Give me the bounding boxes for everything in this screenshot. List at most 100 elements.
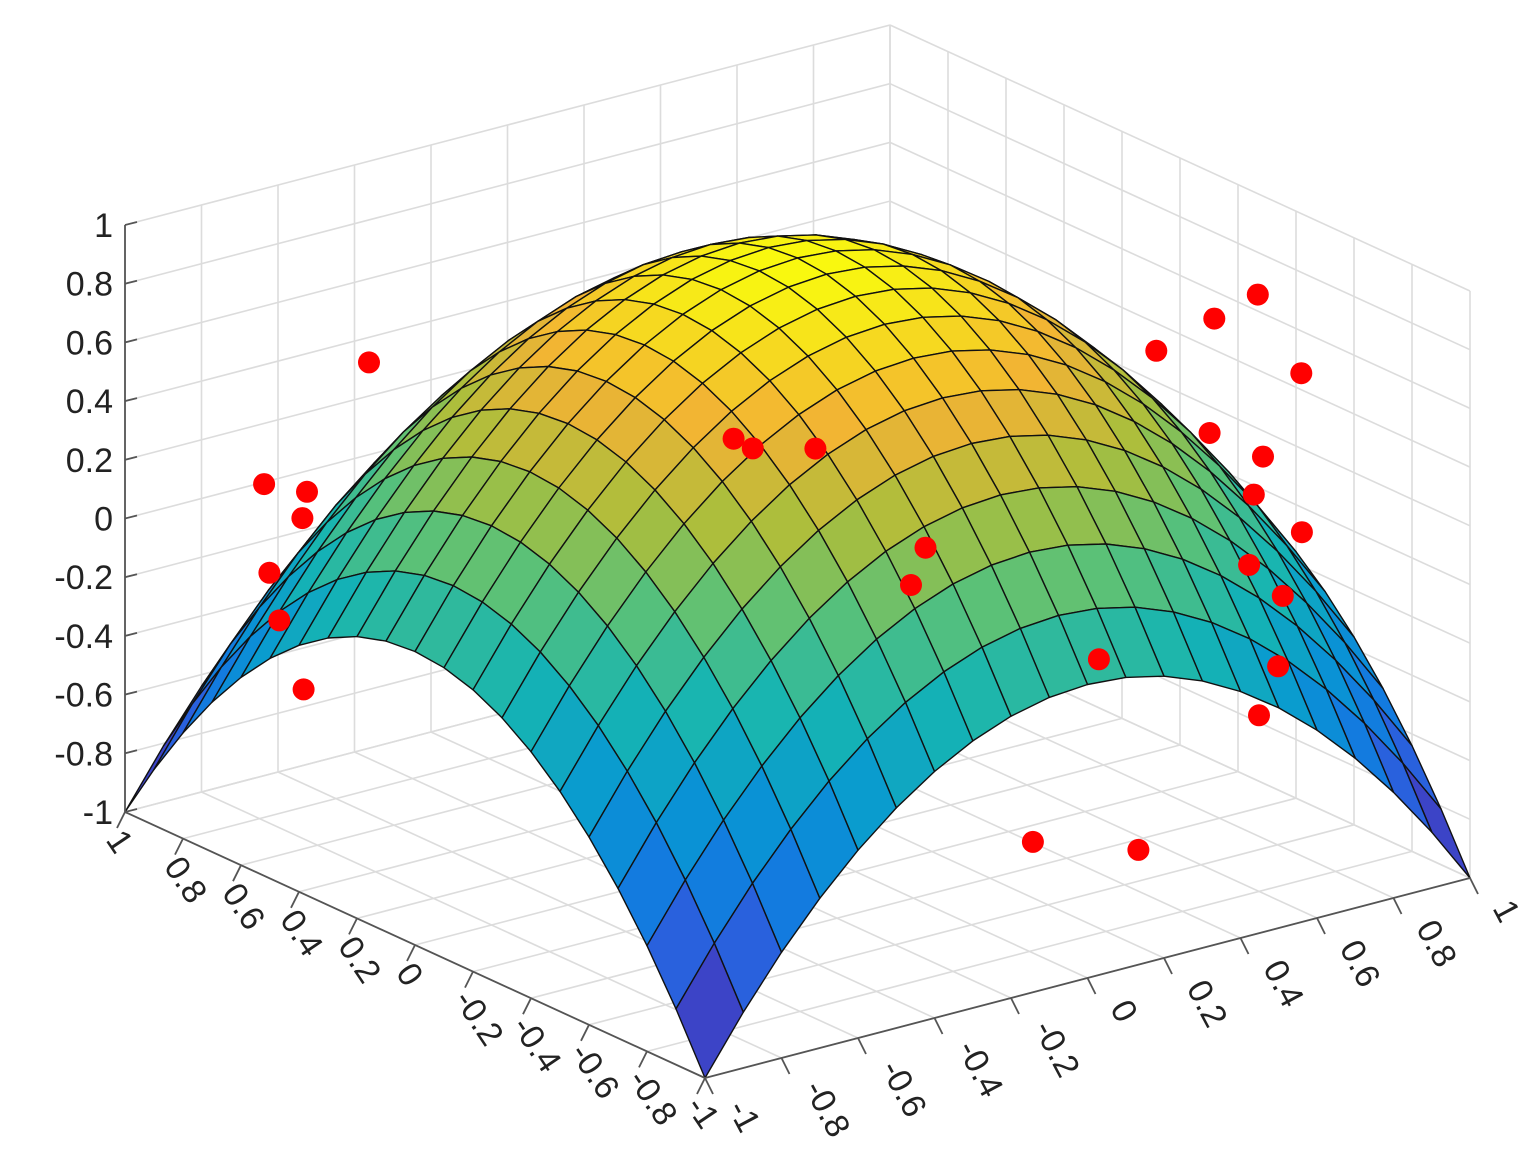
z-axis-tick [124,749,138,755]
x-axis-tick [933,1017,944,1035]
z-axis-tick [124,573,138,579]
y-axis-tick [116,811,126,829]
z-tick-label: -0.4 [54,618,113,656]
y-tick-label: 0.8 [156,850,214,910]
surface-patch [153,666,223,771]
wall-grid-line [889,200,1471,468]
z-axis-tick [124,690,138,696]
y-tick-label: -0.4 [504,1009,568,1079]
y-axis-tick [174,838,184,856]
z-axis-tick [124,338,138,344]
scatter-point [1271,584,1294,607]
y-axis-tick [696,1077,706,1095]
z-axis-tick [124,221,138,226]
y-tick-label: -1 [678,1089,726,1135]
z-tick-label: 0 [94,501,113,539]
x-tick-label: -0.2 [1026,1014,1087,1084]
z-tick-label: -0.2 [54,559,113,597]
z-tick-label: 0.4 [66,383,113,421]
scatter-point [741,437,764,460]
z-axis-tick [124,632,138,637]
z-axis-tick [124,808,138,813]
scatter-point [1198,422,1221,444]
y-tick-label: -0.2 [446,983,510,1053]
surface-patch [675,942,744,1079]
x-axis-tick [1086,977,1097,995]
z-axis-tick [124,397,138,402]
scatter-point [258,561,281,584]
wall-grid-line [889,82,1471,351]
scatter-point [268,609,291,632]
x-tick-label: 0.4 [1255,954,1311,1014]
wall-grid-line [124,82,891,285]
y-tick-label: -0.8 [620,1063,684,1133]
z-axis-tick [124,455,138,461]
x-axis-tick [1239,937,1250,955]
scatter-point [900,574,922,596]
scatter-point [914,536,937,559]
surface-patch [182,635,252,734]
x-tick-label: 1 [1485,894,1527,929]
x-axis-tick [1392,897,1403,915]
scatter-point [1238,553,1261,576]
y-tick-label: 0 [388,956,430,993]
scatter-point [1203,307,1226,330]
z-tick-label: 1 [94,207,113,245]
x-tick-label: -1 [720,1094,768,1139]
x-axis-tick [1010,997,1020,1015]
scatter-point [1252,445,1274,468]
surface-patch [1402,762,1471,879]
scatter-point [1246,283,1269,306]
x-tick-label: 0.2 [1179,974,1235,1034]
scatter-layer [253,283,1313,861]
z-tick-label: -1 [83,794,113,832]
x-axis-tick [1163,957,1173,975]
y-axis-tick [522,997,532,1015]
scatter-point [1248,704,1270,727]
z-tick-label: 0.2 [66,442,113,480]
y-axis-tick [638,1050,648,1068]
scatter-point [253,473,276,496]
y-tick-label: -0.6 [562,1036,626,1106]
y-axis-tick [290,891,300,909]
y-tick-label: 0.6 [214,876,272,936]
z-tick-label: 0.8 [66,266,113,304]
x-axis-tick [780,1057,791,1075]
wall-grid-line [124,24,891,226]
scatter-point [1145,339,1168,362]
y-axis-tick [348,917,358,935]
scatter-point [1242,483,1265,506]
x-axis-tick [1316,917,1326,935]
scatter-point [1127,838,1150,861]
x-axis-tick [704,1077,714,1095]
wall-grid-line [124,141,891,344]
wall-grid-line [889,24,1471,292]
scatter-point [722,427,745,450]
scatter-point [358,351,380,374]
y-axis-tick [464,971,474,989]
scatter-point [804,437,827,460]
x-tick-label: -0.4 [949,1034,1010,1104]
y-axis-tick [232,864,242,882]
wall-grid-line [889,141,1471,410]
y-axis-tick [580,1024,590,1042]
z-axis-tick [124,279,138,285]
x-tick-label: -0.8 [796,1074,857,1144]
z-tick-label: 0.6 [66,324,113,362]
scatter-point [296,480,318,503]
x-axis-tick [857,1037,867,1055]
x-tick-label: 0.6 [1332,934,1388,994]
x-axis-tick [1469,877,1479,895]
scatter-point [292,678,315,701]
scatter-point [291,507,314,530]
y-axis-tick [406,944,416,962]
wall-grid-line [124,200,891,402]
scatter-point [1267,655,1290,678]
z-axis-tick [124,514,138,520]
y-tick-label: 0.4 [272,903,330,963]
z-tick-label: -0.8 [54,735,113,773]
x-tick-label: -0.6 [873,1054,934,1124]
scatter-point [1290,521,1313,544]
x-tick-label: 0.8 [1408,914,1464,974]
